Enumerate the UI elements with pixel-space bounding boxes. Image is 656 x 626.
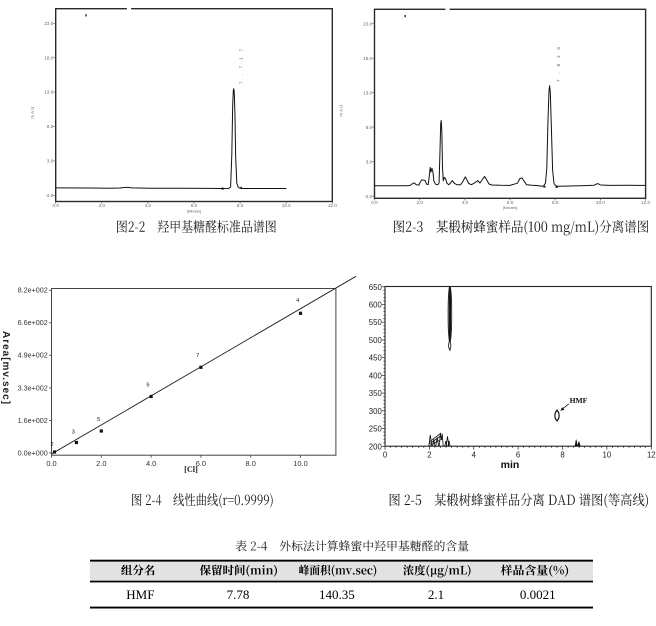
svg-text:0.0: 0.0 (46, 459, 56, 468)
svg-text:7.820: 7.820 (556, 41, 561, 82)
svg-text:400: 400 (369, 371, 383, 380)
svg-text:2.0: 2.0 (99, 203, 106, 208)
svg-text:0: 0 (383, 450, 388, 459)
svg-text:6: 6 (146, 383, 149, 389)
svg-text:600: 600 (369, 301, 383, 310)
svg-text:HMF: HMF (126, 587, 154, 602)
svg-text:350: 350 (369, 389, 383, 398)
svg-text:0.0e+000: 0.0e+000 (18, 448, 48, 457)
svg-text:7.717: 7.717 (239, 43, 244, 84)
svg-text:0.0: 0.0 (371, 200, 378, 205)
svg-text:2.0: 2.0 (417, 200, 424, 205)
svg-text:5: 5 (97, 417, 100, 423)
svg-text:8.0: 8.0 (552, 200, 559, 205)
svg-text:450: 450 (369, 354, 383, 363)
svg-text:200: 200 (369, 442, 383, 451)
svg-text:13.0: 13.0 (44, 90, 53, 95)
svg-text:2.0: 2.0 (96, 459, 106, 468)
svg-text:8: 8 (560, 450, 564, 459)
svg-text:250: 250 (369, 425, 383, 434)
svg-text:min: min (501, 459, 520, 471)
svg-text:4.0: 4.0 (145, 203, 152, 208)
svg-text:12.0: 12.0 (641, 200, 650, 205)
svg-text:2.1: 2.1 (428, 587, 444, 602)
svg-text:18.0: 18.0 (363, 56, 372, 61)
svg-text:-2.0: -2.0 (364, 194, 372, 199)
svg-text:23.0: 23.0 (44, 21, 53, 26)
svg-text:4.0: 4.0 (146, 459, 156, 468)
svg-text:12: 12 (647, 450, 656, 459)
svg-text:[Minutes]: [Minutes] (187, 209, 202, 213)
svg-text:140.35: 140.35 (319, 587, 355, 602)
svg-text:4.0: 4.0 (462, 200, 469, 205)
svg-text:10: 10 (603, 450, 612, 459)
svg-text:6: 6 (516, 450, 520, 459)
svg-text:0.0: 0.0 (53, 203, 60, 208)
svg-text:6.0: 6.0 (191, 203, 198, 208)
svg-text:3.0: 3.0 (47, 159, 54, 164)
svg-text:4: 4 (296, 298, 300, 304)
svg-text:8.2e+002: 8.2e+002 (18, 286, 48, 295)
svg-text:23.0: 23.0 (363, 21, 372, 26)
svg-text:2: 2 (427, 450, 431, 459)
svg-text:6.0: 6.0 (507, 200, 514, 205)
svg-text:6.6e+002: 6.6e+002 (18, 318, 48, 327)
svg-text:18.0: 18.0 (44, 55, 53, 60)
svg-text:Area[mv.sec]: Area[mv.sec] (0, 331, 11, 405)
svg-text:10.0: 10.0 (596, 200, 605, 205)
svg-text:10.0: 10.0 (293, 459, 307, 468)
svg-text:7.78: 7.78 (227, 587, 250, 602)
svg-text:12.0: 12.0 (328, 203, 337, 208)
svg-text:4.9e+002: 4.9e+002 (18, 351, 48, 360)
svg-text:0.0021: 0.0021 (520, 587, 556, 602)
svg-text:6.0: 6.0 (196, 459, 206, 468)
svg-text:8.0: 8.0 (237, 203, 244, 208)
svg-text:[Minutes]: [Minutes] (503, 206, 518, 210)
svg-text:2: 2 (50, 442, 53, 448)
svg-text:mAU: mAU (339, 104, 344, 117)
svg-text:8.0: 8.0 (246, 459, 256, 468)
svg-text:3.0: 3.0 (366, 159, 373, 164)
svg-text:HMF: HMF (570, 396, 588, 405)
svg-text:13.0: 13.0 (363, 90, 372, 95)
svg-text:8.0: 8.0 (47, 124, 54, 129)
svg-text:4: 4 (472, 450, 477, 459)
svg-text:[Cl]: [Cl] (184, 465, 198, 474)
svg-text:3: 3 (72, 430, 75, 436)
svg-text:650: 650 (369, 283, 383, 292)
svg-text:550: 550 (369, 318, 383, 327)
svg-text:mAU: mAU (30, 106, 35, 119)
svg-text:3.3e+002: 3.3e+002 (18, 383, 48, 392)
svg-text:7: 7 (196, 353, 199, 359)
svg-text:300: 300 (369, 407, 383, 416)
svg-text:-2.0: -2.0 (45, 193, 53, 198)
svg-text:10.0: 10.0 (282, 203, 291, 208)
svg-text:8.0: 8.0 (366, 125, 373, 130)
svg-text:1.6e+002: 1.6e+002 (18, 416, 48, 425)
svg-text:500: 500 (369, 336, 383, 345)
